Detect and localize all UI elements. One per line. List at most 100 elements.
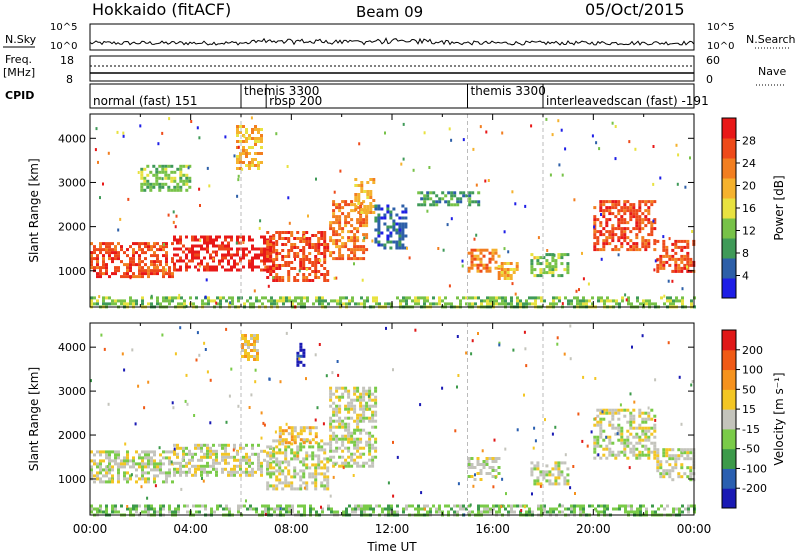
velocity-cell xyxy=(323,466,327,470)
power-cell xyxy=(504,296,507,300)
velocity-cell xyxy=(356,449,360,453)
power-cell xyxy=(203,256,206,260)
power-speckle xyxy=(167,213,170,217)
velocity-cell xyxy=(293,454,297,458)
velocity-cell xyxy=(347,440,351,444)
velocity-cell xyxy=(351,507,354,511)
power-cell xyxy=(552,299,555,303)
velocity-cell xyxy=(264,504,267,508)
power-cell xyxy=(173,235,176,239)
power-cell xyxy=(596,218,600,222)
power-cell xyxy=(534,299,537,303)
velocity-cell xyxy=(638,450,642,454)
velocity-speckle xyxy=(209,421,212,425)
velocity-cell xyxy=(689,451,693,455)
velocity-cell xyxy=(273,507,276,511)
velocity-cell xyxy=(284,484,288,488)
power-cell xyxy=(305,240,309,243)
power-cell xyxy=(599,203,603,207)
power-cell xyxy=(248,259,251,263)
power-cell xyxy=(237,299,240,303)
power-cell xyxy=(489,302,492,306)
velocity-cell xyxy=(329,386,333,390)
power-speckle xyxy=(199,239,202,242)
velocity-speckle xyxy=(554,425,557,429)
velocity-speckle xyxy=(250,393,253,397)
power-cell xyxy=(530,253,534,257)
power-cell xyxy=(614,206,618,210)
power-speckle xyxy=(161,131,164,135)
power-cell xyxy=(108,242,111,246)
velocity-cell xyxy=(173,470,176,474)
power-cell xyxy=(500,265,504,268)
power-swatch xyxy=(722,198,736,219)
velocity-cell xyxy=(603,504,606,508)
power-cell xyxy=(377,243,381,247)
power-cell xyxy=(615,302,618,306)
velocity-cell xyxy=(497,472,501,475)
power-cell xyxy=(548,265,552,269)
power-speckle xyxy=(127,197,130,201)
station-title: Hokkaido (fitACF) xyxy=(92,0,231,19)
velocity-cell xyxy=(93,459,96,463)
power-cell xyxy=(341,245,345,249)
velocity-cell xyxy=(356,455,360,459)
power-swatch xyxy=(722,158,736,179)
power-cell xyxy=(102,299,105,303)
power-cell xyxy=(120,245,123,249)
power-cell xyxy=(353,203,357,207)
power-cell xyxy=(141,266,144,270)
velocity-speckle xyxy=(512,348,515,352)
power-cell xyxy=(675,296,678,300)
power-cell xyxy=(632,215,636,219)
velocity-cell xyxy=(671,466,675,470)
velocity-speckle xyxy=(285,331,288,335)
power-cell xyxy=(647,242,651,246)
velocity-cell xyxy=(212,443,215,447)
velocity-cell xyxy=(668,457,672,461)
velocity-cell xyxy=(338,419,342,423)
power-speckle xyxy=(253,289,256,293)
velocity-cell xyxy=(344,389,348,393)
velocity-cell xyxy=(498,507,501,511)
power-cell xyxy=(602,203,606,207)
power-cell xyxy=(225,299,228,303)
freq-label-2: [MHz] xyxy=(3,66,35,79)
velocity-cell xyxy=(284,481,288,485)
power-speckle xyxy=(215,301,218,305)
velocity-cell xyxy=(473,466,477,469)
velocity-cell xyxy=(129,510,132,514)
power-cell xyxy=(357,184,361,187)
power-cell xyxy=(123,275,126,279)
power-cell xyxy=(114,254,117,258)
power-cell xyxy=(611,212,615,216)
power-cell xyxy=(470,260,474,264)
velocity-cell xyxy=(554,479,558,483)
power-speckle xyxy=(582,277,585,281)
velocity-cell xyxy=(264,510,267,514)
velocity-cell xyxy=(138,462,141,466)
velocity-cell xyxy=(329,395,333,399)
velocity-cell xyxy=(411,504,414,508)
velocity-cell xyxy=(626,438,630,442)
velocity-cell xyxy=(353,407,357,411)
velocity-speckle xyxy=(523,330,526,334)
power-cell xyxy=(257,256,260,260)
power-cell xyxy=(671,257,675,261)
power-cell xyxy=(251,244,254,248)
velocity-swatch xyxy=(722,349,736,371)
power-cell xyxy=(507,302,510,306)
power-cell xyxy=(263,253,266,257)
power-cell xyxy=(170,164,174,168)
power-cell xyxy=(635,215,639,219)
power-cell xyxy=(662,242,666,246)
power-cell xyxy=(357,199,361,202)
velocity-cell xyxy=(635,453,639,457)
velocity-cell xyxy=(290,484,294,488)
velocity-cell xyxy=(311,472,315,476)
power-cell xyxy=(359,245,363,249)
power-speckle xyxy=(119,217,122,221)
velocity-speckle xyxy=(472,484,475,488)
power-speckle xyxy=(549,173,552,177)
power-cell xyxy=(278,264,282,267)
